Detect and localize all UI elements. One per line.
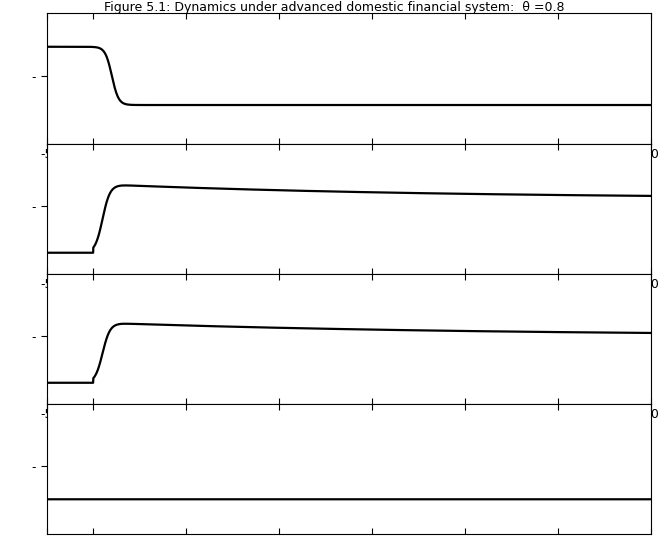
Text: Figure 5.1: Dynamics under advanced domestic financial system:  θ =0.8: Figure 5.1: Dynamics under advanced dome… — [104, 1, 564, 14]
